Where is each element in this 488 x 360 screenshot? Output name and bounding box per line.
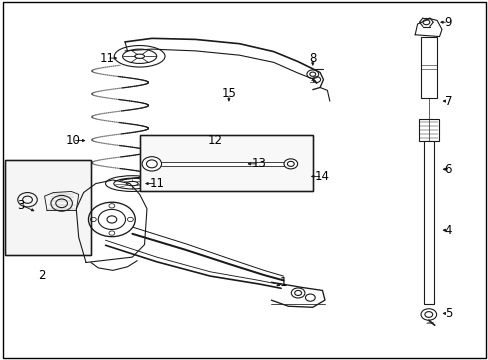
Text: 9: 9 — [444, 16, 451, 29]
Text: 8: 8 — [308, 51, 316, 64]
Bar — [152, 162, 290, 166]
Text: 1: 1 — [279, 276, 286, 289]
Text: 11: 11 — [99, 51, 114, 64]
Text: 6: 6 — [444, 163, 451, 176]
Bar — [140, 135, 312, 191]
Text: 4: 4 — [444, 224, 451, 237]
Text: 3: 3 — [18, 199, 25, 212]
Text: 7: 7 — [444, 95, 451, 108]
Bar — [418, 119, 438, 140]
Bar — [4, 160, 91, 255]
Text: 2: 2 — [39, 269, 46, 282]
Text: 12: 12 — [207, 134, 223, 147]
Text: 14: 14 — [314, 170, 329, 183]
Bar — [4, 160, 91, 255]
Circle shape — [284, 159, 297, 169]
Circle shape — [142, 157, 161, 171]
Bar — [423, 140, 433, 304]
Bar — [420, 37, 436, 98]
Text: 15: 15 — [221, 87, 236, 100]
Text: 11: 11 — [149, 177, 164, 190]
Text: 13: 13 — [251, 157, 266, 170]
Bar — [140, 135, 312, 191]
Text: 5: 5 — [444, 307, 451, 320]
Text: 10: 10 — [65, 134, 80, 147]
